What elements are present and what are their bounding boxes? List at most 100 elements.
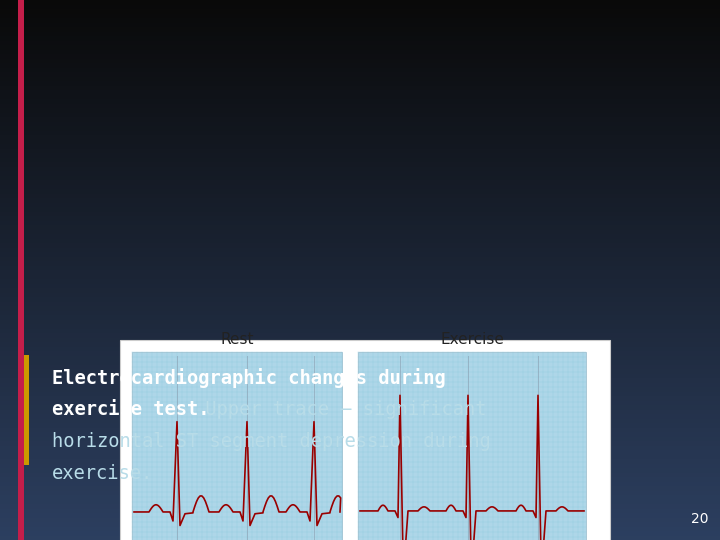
Bar — [0, 243, 720, 247]
Bar — [0, 360, 720, 364]
Bar — [0, 455, 720, 459]
Bar — [0, 45, 720, 50]
Bar — [0, 189, 720, 193]
Bar — [0, 72, 720, 77]
Text: Upper trace – significant: Upper trace – significant — [194, 400, 487, 419]
Bar — [0, 176, 720, 180]
Bar — [0, 261, 720, 266]
Bar — [0, 185, 720, 189]
Bar — [0, 216, 720, 220]
Bar — [0, 9, 720, 14]
Bar — [0, 472, 720, 477]
Bar — [0, 54, 720, 58]
Bar — [0, 36, 720, 40]
Bar — [0, 31, 720, 36]
Bar — [0, 428, 720, 432]
Bar — [0, 490, 720, 495]
Bar — [0, 364, 720, 369]
Bar — [0, 297, 720, 301]
Bar — [0, 68, 720, 72]
Bar — [132, 352, 342, 540]
Bar — [0, 310, 720, 315]
Bar — [0, 347, 720, 351]
Bar — [0, 18, 720, 23]
Bar — [0, 459, 720, 463]
Bar — [0, 117, 720, 122]
Bar — [0, 342, 720, 347]
Text: 20: 20 — [690, 512, 708, 526]
Bar — [0, 207, 720, 212]
Bar — [0, 374, 720, 378]
Text: Exercise: Exercise — [440, 333, 504, 348]
Bar — [0, 378, 720, 382]
Bar — [0, 432, 720, 436]
Bar — [0, 315, 720, 320]
Bar — [18, 0, 24, 540]
Bar — [120, 340, 610, 540]
Bar — [0, 27, 720, 31]
Bar — [0, 526, 720, 531]
Bar — [0, 306, 720, 310]
Bar — [0, 320, 720, 324]
Text: exercise.: exercise. — [52, 464, 153, 483]
Bar — [0, 225, 720, 229]
Bar — [0, 405, 720, 409]
Bar — [0, 387, 720, 392]
Bar — [0, 256, 720, 261]
Bar — [0, 531, 720, 536]
Bar — [358, 352, 586, 540]
Bar — [0, 171, 720, 176]
Bar — [0, 252, 720, 256]
Bar — [0, 202, 720, 207]
Bar — [0, 81, 720, 85]
Bar — [0, 266, 720, 270]
Bar — [0, 288, 720, 293]
Bar — [0, 212, 720, 216]
Bar — [0, 369, 720, 374]
Bar — [0, 14, 720, 18]
Bar — [0, 328, 720, 333]
Bar — [0, 108, 720, 112]
Bar — [0, 77, 720, 81]
Bar — [0, 338, 720, 342]
Bar — [0, 513, 720, 517]
Bar — [0, 351, 720, 355]
Bar — [0, 99, 720, 104]
Bar — [0, 139, 720, 144]
Bar — [0, 396, 720, 401]
Bar — [0, 522, 720, 526]
Bar — [0, 509, 720, 513]
Bar — [0, 355, 720, 360]
Bar — [0, 463, 720, 468]
Bar — [0, 293, 720, 297]
Bar — [0, 477, 720, 482]
Bar — [0, 450, 720, 455]
Bar — [0, 63, 720, 68]
Bar — [0, 162, 720, 166]
Bar — [0, 122, 720, 126]
Bar — [24, 355, 29, 465]
Bar — [0, 382, 720, 387]
Text: horizontal ST segment depression during: horizontal ST segment depression during — [52, 432, 491, 451]
Bar — [0, 436, 720, 441]
Bar — [0, 4, 720, 9]
Bar — [0, 40, 720, 45]
Bar — [0, 230, 720, 234]
Bar — [0, 414, 720, 418]
Bar — [0, 495, 720, 500]
Bar — [0, 401, 720, 405]
Bar — [0, 148, 720, 153]
Bar — [0, 94, 720, 99]
Bar — [0, 90, 720, 94]
Bar — [0, 441, 720, 445]
Bar — [0, 198, 720, 202]
Bar — [0, 301, 720, 306]
Bar — [0, 0, 720, 4]
Bar — [0, 536, 720, 540]
Bar — [0, 131, 720, 135]
Bar — [0, 392, 720, 396]
Text: Electrocardiographic changes during: Electrocardiographic changes during — [52, 368, 446, 388]
Text: Rest: Rest — [220, 333, 253, 348]
Bar — [0, 193, 720, 198]
Bar — [0, 220, 720, 225]
